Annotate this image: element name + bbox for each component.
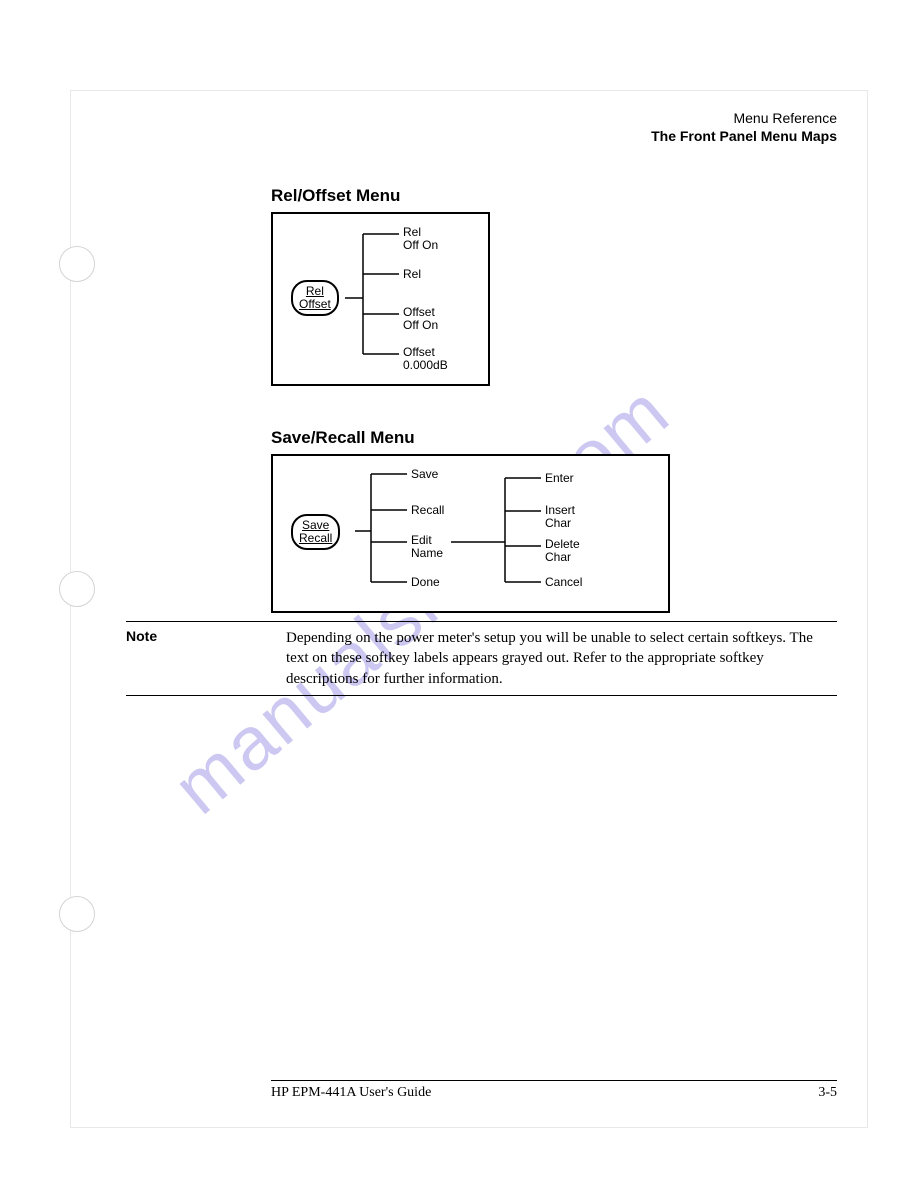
menu-item: Rel Off On [403,226,438,252]
save-recall-diagram: Save Recall Save Recall Edit Name Done E… [271,454,670,613]
item-line1: Rel [403,268,421,281]
footer-title: HP EPM-441A User's Guide [271,1085,431,1101]
key-line2: Offset [299,298,331,311]
item-line2: Off On [403,239,438,252]
hole-punch [59,246,95,282]
menu-item: Edit Name [411,534,443,560]
menu-item: Done [411,576,440,589]
rel-offset-key: Rel Offset [291,280,339,316]
hole-punch [59,896,95,932]
page-header: Menu Reference The Front Panel Menu Maps [651,109,837,145]
menu-item: Enter [545,472,574,485]
menu-item: Offset Off On [403,306,438,332]
menu-item: Insert Char [545,504,575,530]
section-title: Save/Recall Menu [271,428,837,448]
section-title: Rel/Offset Menu [271,186,837,206]
menu-item: Delete Char [545,538,580,564]
header-section: Menu Reference [651,109,837,127]
note-label: Note [126,628,286,644]
save-recall-key: Save Recall [291,514,340,550]
document-page: manualshine.com Menu Reference The Front… [70,90,868,1128]
page-footer: HP EPM-441A User's Guide 3-5 [271,1080,837,1101]
item-line2: 0.000dB [403,359,448,372]
menu-item: Cancel [545,576,582,589]
key-line2: Recall [299,532,332,545]
note-body: Depending on the power meter's setup you… [286,628,837,689]
item-line2: Name [411,547,443,560]
item-line2: Off On [403,319,438,332]
menu-item: Rel [403,268,421,281]
page-number: 3-5 [818,1085,837,1101]
item-line2: Char [545,551,580,564]
menu-item: Offset 0.000dB [403,346,448,372]
menu-item: Save [411,468,438,481]
item-line2: Char [545,517,575,530]
header-title: The Front Panel Menu Maps [651,127,837,145]
hole-punch [59,571,95,607]
rel-offset-diagram: Rel Offset Rel Off On Rel Offset Off On … [271,212,490,386]
menu-item: Recall [411,504,444,517]
note-block: Note Depending on the power meter's setu… [126,621,837,696]
rule [126,695,837,696]
main-content: Rel/Offset Menu Rel Offset Rel Off On Re… [271,186,837,655]
